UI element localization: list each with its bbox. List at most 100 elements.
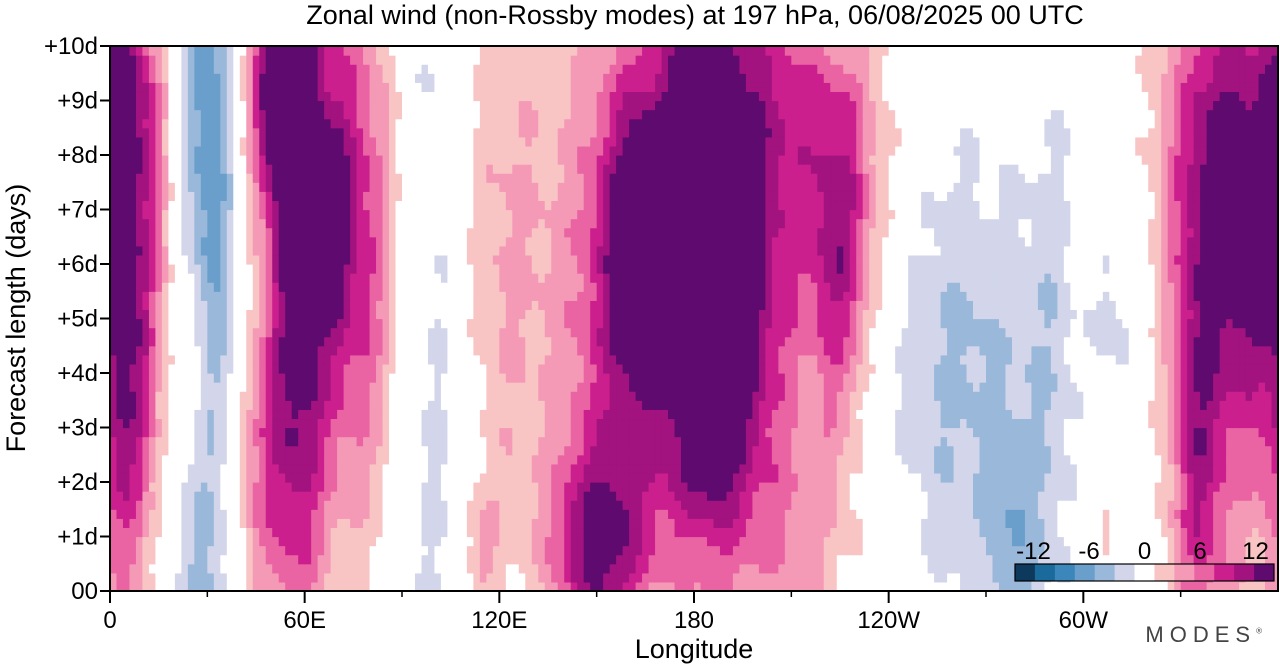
field-cell: [408, 363, 416, 374]
field-cell: [1232, 373, 1240, 383]
field-cell: [122, 391, 131, 401]
field-cell: [629, 482, 637, 492]
field-cell: [233, 345, 241, 356]
field-cell: [343, 391, 351, 401]
field-cell: [259, 463, 267, 474]
field-cell: [363, 472, 371, 483]
field-cell: [239, 472, 247, 483]
field-cell: [1037, 500, 1045, 510]
field-cell: [246, 418, 254, 429]
field-cell: [1193, 472, 1201, 483]
field-cell: [187, 509, 195, 519]
field-cell: [940, 354, 948, 365]
field-cell: [460, 400, 468, 410]
field-cell: [986, 409, 994, 420]
field-cell: [421, 545, 429, 556]
field-cell: [155, 336, 163, 347]
field-cell: [901, 418, 909, 429]
field-cell: [1037, 345, 1045, 356]
field-cell: [791, 463, 799, 474]
field-cell: [830, 509, 838, 519]
field-cell: [888, 463, 896, 474]
field-cell: [531, 472, 539, 483]
field-cell: [1239, 518, 1247, 529]
field-cell: [914, 391, 922, 401]
field-cell: [525, 354, 533, 365]
field-cell: [453, 554, 461, 565]
field-cell: [661, 545, 669, 556]
field-cell: [486, 436, 494, 447]
field-cell: [570, 445, 578, 456]
field-cell: [499, 500, 507, 510]
field-cell: [823, 491, 831, 501]
field-cell: [706, 354, 715, 365]
field-cell: [700, 373, 708, 383]
field-cell: [1180, 418, 1188, 429]
field-cell: [414, 572, 423, 583]
field-cell: [960, 418, 968, 429]
field-cell: [998, 354, 1007, 365]
field-cell: [110, 382, 118, 392]
field-cell: [694, 482, 702, 492]
field-cell: [440, 418, 449, 429]
field-cell: [1219, 418, 1227, 429]
field-cell: [1044, 363, 1052, 374]
field-cell: [389, 418, 397, 429]
field-cell: [1141, 391, 1149, 401]
field-cell: [408, 454, 416, 465]
field-cell: [1089, 373, 1097, 383]
field-cell: [265, 581, 273, 592]
field-cell: [369, 363, 377, 374]
field-cell: [1057, 518, 1065, 529]
field-cell: [849, 527, 857, 538]
field-cell: [752, 427, 760, 438]
field-cell: [129, 545, 137, 556]
field-cell: [986, 527, 994, 538]
field-cell: [927, 400, 935, 410]
field-cell: [1252, 418, 1260, 429]
field-cell: [402, 345, 410, 356]
field-cell: [765, 491, 773, 501]
field-cell: [544, 500, 552, 510]
field-cell: [1148, 427, 1156, 438]
field-cell: [771, 373, 779, 383]
field-cell: [1180, 354, 1188, 365]
field-cell: [1148, 463, 1156, 474]
field-cell: [901, 454, 909, 465]
field-cell: [895, 491, 903, 501]
field-cell: [706, 527, 715, 538]
field-cell: [973, 436, 981, 447]
field-cell: [1239, 509, 1247, 519]
field-cell: [908, 445, 916, 456]
field-cell: [1018, 427, 1026, 438]
field-cell: [1057, 445, 1065, 456]
field-cell: [979, 472, 987, 483]
field-cell: [622, 409, 630, 420]
field-cell: [1200, 382, 1208, 392]
field-cell: [512, 436, 520, 447]
field-cell: [1109, 500, 1117, 510]
field-cell: [1154, 445, 1162, 456]
field-cell: [862, 581, 870, 592]
field-cell: [1271, 454, 1279, 465]
field-cell: [1193, 581, 1201, 592]
field-cell: [239, 436, 247, 447]
field-cell: [914, 363, 922, 374]
field-cell: [1070, 463, 1078, 474]
field-cell: [122, 436, 131, 447]
field-cell: [116, 373, 124, 383]
field-cell: [979, 400, 987, 410]
field-cell: [479, 454, 487, 465]
field-cell: [233, 581, 241, 592]
field-cell: [434, 463, 442, 474]
field-cell: [317, 373, 325, 383]
field-cell: [213, 491, 221, 501]
field-cell: [856, 518, 864, 529]
field-cell: [324, 354, 332, 365]
field-cell: [551, 554, 559, 565]
field-cell: [609, 427, 617, 438]
field-cell: [583, 572, 591, 583]
field-cell: [616, 445, 624, 456]
field-cell: [382, 445, 390, 456]
field-cell: [616, 400, 624, 410]
